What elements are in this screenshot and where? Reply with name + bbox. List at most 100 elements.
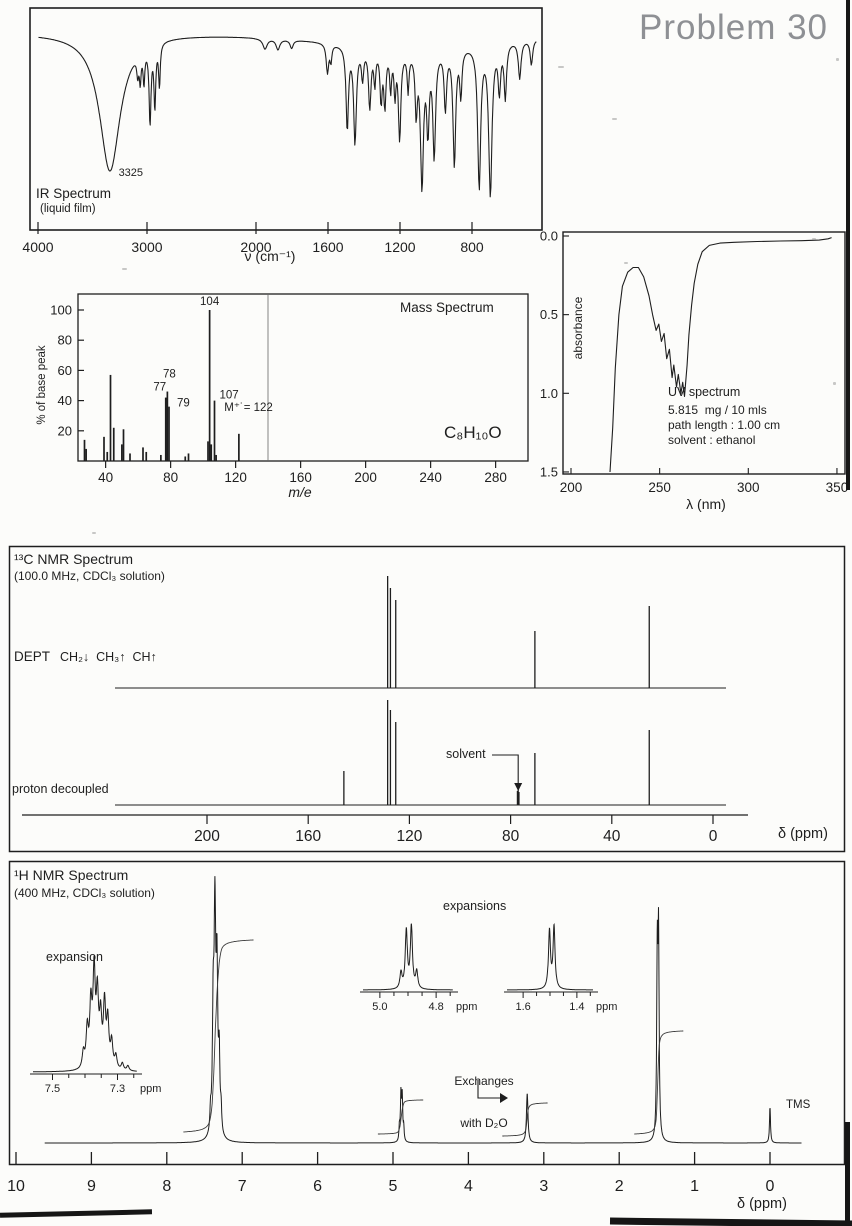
ir-xaxis-label: ν (cm⁻¹) <box>244 248 296 264</box>
dept-label: DEPT <box>14 649 51 664</box>
d2o-exchange-line2: with D₂O <box>460 1116 508 1130</box>
uv-xaxis-label: λ (nm) <box>686 496 726 512</box>
svg-text:80: 80 <box>163 470 178 485</box>
svg-text:250: 250 <box>648 480 671 495</box>
mass-spectrum-title: Mass Spectrum <box>400 300 494 315</box>
svg-text:200: 200 <box>354 470 377 485</box>
svg-text:2: 2 <box>615 1178 624 1195</box>
scan-edge-artifact <box>0 1209 153 1218</box>
svg-text:4.8: 4.8 <box>428 1001 443 1013</box>
svg-text:120: 120 <box>396 828 422 845</box>
svg-text:4: 4 <box>464 1178 473 1195</box>
h1-nmr-chart: 10 9 8 7 6 5 4 3 2 1 0 <box>7 860 846 1195</box>
svg-text:3000: 3000 <box>131 239 162 255</box>
mass-spectrum-chart: 40 80 120 160 200 240 280 20 40 60 80 100 % of base … <box>36 293 529 485</box>
svg-text:40: 40 <box>58 393 72 408</box>
svg-text:20: 20 <box>58 423 72 438</box>
svg-text:40: 40 <box>603 828 621 845</box>
svg-text:ppm: ppm <box>596 1001 617 1013</box>
ir-spectrum-subtitle: (liquid film) <box>40 203 96 215</box>
svg-text:1.5: 1.5 <box>540 464 558 479</box>
h1-expansion-methine: 5.0 4.8 ppm <box>360 923 477 1013</box>
svg-text:0.0: 0.0 <box>540 229 558 244</box>
svg-text:107: 107 <box>220 390 239 402</box>
svg-text:1600: 1600 <box>312 239 343 255</box>
svg-text:ppm: ppm <box>140 1083 161 1095</box>
h1-xaxis-label: δ (ppm) <box>737 1196 787 1212</box>
svg-text:200: 200 <box>194 828 220 845</box>
svg-text:350: 350 <box>826 480 849 495</box>
svg-text:1.4: 1.4 <box>569 1001 584 1013</box>
dept-row: DEPT CH₂↓ CH₃↑ CH↑ <box>14 649 157 665</box>
scan-speck <box>836 58 839 61</box>
uv-path-length: path length : 1.00 cm <box>668 418 781 432</box>
svg-text:78: 78 <box>163 369 176 381</box>
svg-text:2000: 2000 <box>240 239 271 255</box>
scan-speck <box>92 532 96 534</box>
svg-text:0: 0 <box>709 828 718 845</box>
d2o-exchange-note: Exchanges with D₂O <box>436 1046 532 1158</box>
svg-text:ppm: ppm <box>456 1001 477 1013</box>
proton-decoupled-label: proton decoupled <box>12 782 109 796</box>
svg-text:160: 160 <box>295 828 321 845</box>
expansion-label: expansion <box>46 950 103 964</box>
c13-nmr-title: ¹³C NMR Spectrum <box>14 551 134 567</box>
svg-text:3: 3 <box>539 1178 548 1195</box>
svg-text:300: 300 <box>737 480 760 495</box>
svg-text:8: 8 <box>162 1178 171 1195</box>
d2o-exchange-line1: Exchanges <box>454 1074 514 1088</box>
svg-text:5.0: 5.0 <box>372 1001 387 1013</box>
ir-spectrum-title: IR Spectrum <box>36 186 112 201</box>
svg-text:80: 80 <box>58 333 72 348</box>
svg-text:200: 200 <box>560 480 583 495</box>
scan-speck <box>624 262 628 264</box>
scan-speck <box>122 268 127 270</box>
svg-text:120: 120 <box>224 470 247 485</box>
svg-text:5: 5 <box>389 1178 398 1195</box>
dept-legend: CH₂↓ CH₃↑ CH↑ <box>60 650 157 664</box>
svg-text:240: 240 <box>419 470 442 485</box>
svg-text:M⁺˙= 122: M⁺˙= 122 <box>224 402 273 414</box>
svg-text:0: 0 <box>766 1178 775 1195</box>
tms-label: TMS <box>786 1099 811 1111</box>
ms-xaxis-label: m/e <box>288 484 312 500</box>
svg-text:160: 160 <box>289 470 312 485</box>
scan-edge-artifact <box>609 1217 852 1226</box>
uv-spectrum-chart: 200 250 300 350 0.0 0.5 1.0 1.5 absorbance <box>540 229 849 496</box>
svg-text:60: 60 <box>58 363 72 378</box>
scan-speck <box>612 118 617 120</box>
svg-text:7.3: 7.3 <box>110 1083 125 1095</box>
solvent-label: solvent <box>446 747 486 761</box>
problem-title: Problem 30 <box>639 8 828 47</box>
scan-edge-artifact <box>845 1122 850 1226</box>
svg-text:1.6: 1.6 <box>515 1001 530 1013</box>
svg-text:7.5: 7.5 <box>45 1083 60 1095</box>
svg-text:280: 280 <box>484 470 507 485</box>
svg-text:104: 104 <box>200 296 220 308</box>
svg-text:9: 9 <box>87 1178 96 1195</box>
svg-text:7: 7 <box>238 1178 247 1195</box>
scan-speck <box>812 238 816 240</box>
scan-edge-artifact <box>846 0 850 490</box>
scan-speck <box>833 382 836 385</box>
c13-nmr-conditions: (100.0 MHz, CDCl₃ solution) <box>14 569 165 583</box>
ir-spectrum-chart: 4000 3000 2000 1600 1200 800 3325 <box>22 7 543 255</box>
h1-expansion-methyl: 1.6 1.4 ppm <box>504 922 617 1013</box>
svg-text:3325: 3325 <box>119 167 143 179</box>
svg-text:6: 6 <box>313 1178 322 1195</box>
expansions-label: expansions <box>443 899 507 913</box>
c13-xaxis-label: δ (ppm) <box>778 826 828 842</box>
svg-text:77: 77 <box>153 382 166 394</box>
uv-solvent: solvent : ethanol <box>668 433 756 447</box>
svg-text:absorbance: absorbance <box>571 296 585 359</box>
molecular-formula: C₈H₁₀O <box>444 423 502 442</box>
h1-nmr-conditions: (400 MHz, CDCl₃ solution) <box>14 886 155 900</box>
svg-text:79: 79 <box>177 398 190 410</box>
h1-nmr-title: ¹H NMR Spectrum <box>14 867 129 883</box>
svg-text:800: 800 <box>460 239 484 255</box>
scan-speck <box>558 66 564 68</box>
svg-text:4000: 4000 <box>22 239 53 255</box>
h1-expansion-aromatic: 7.5 7.3 ppm <box>30 955 161 1095</box>
svg-text:10: 10 <box>7 1178 25 1195</box>
